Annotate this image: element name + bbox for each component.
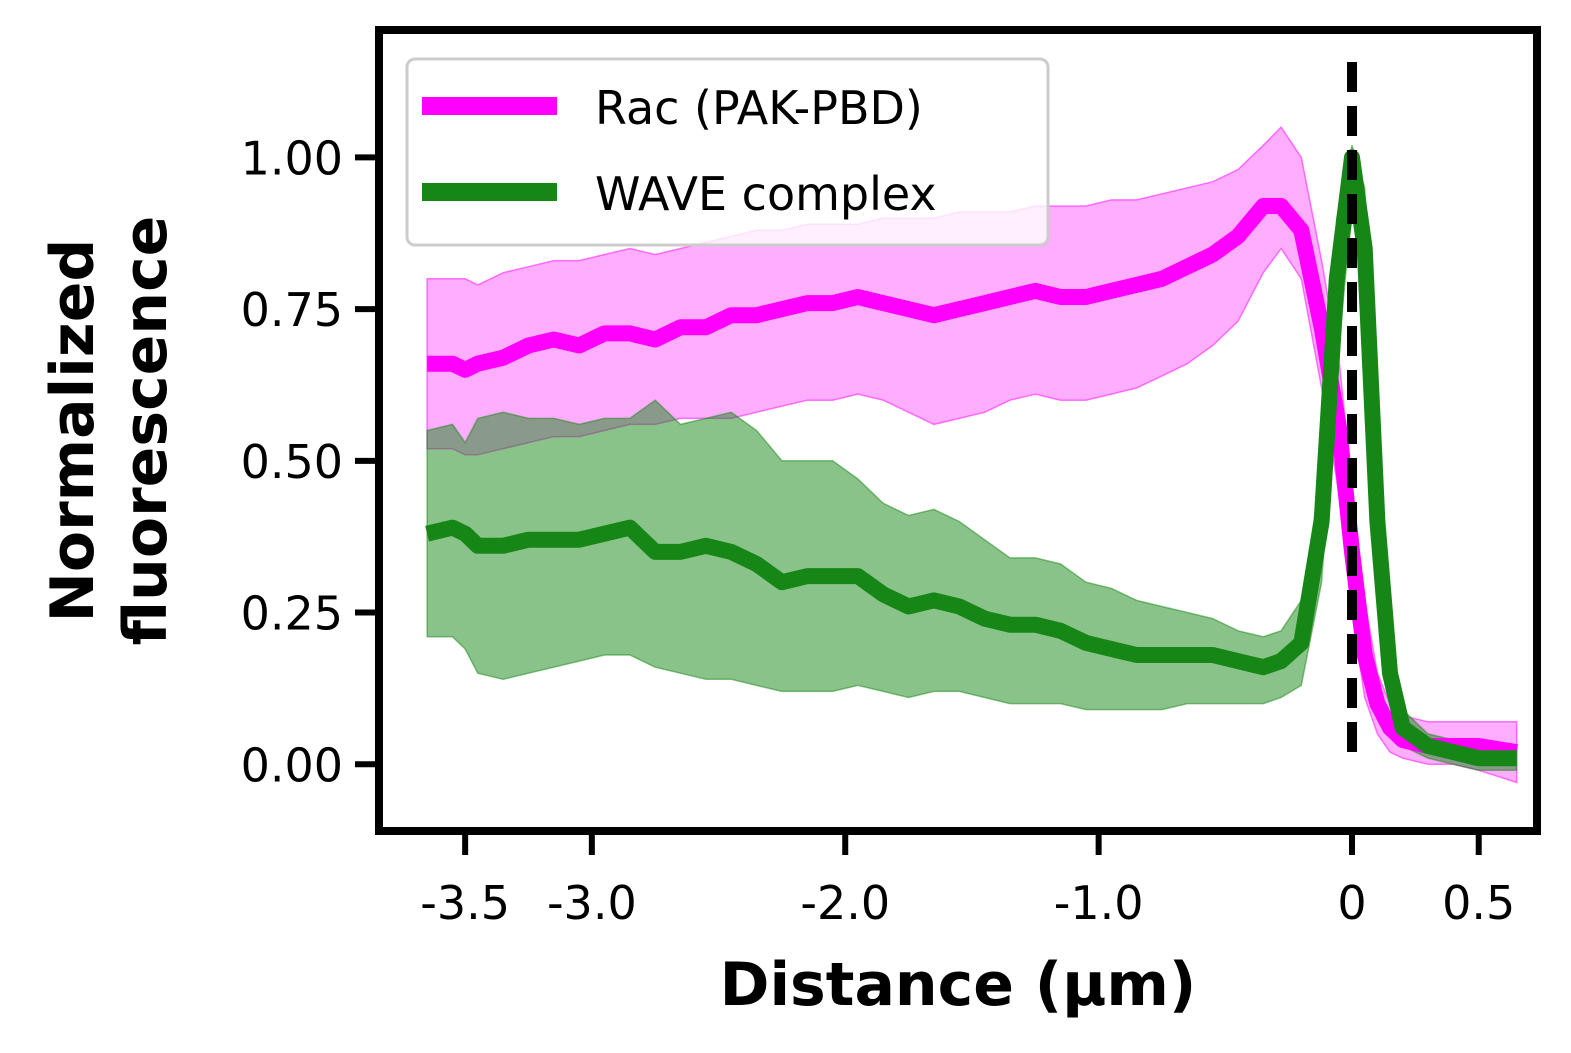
y-tick-label: 0.25: [241, 587, 343, 641]
y-axis-title: Normalized: [38, 239, 108, 623]
x-axis-title: Distance (µm): [720, 950, 1197, 1020]
y-axis-title-line-1: Normalized: [38, 239, 108, 623]
y-axis-ticks: 0.00 0.25 0.50 0.75 1.00: [241, 131, 379, 792]
x-tick-label: -3.0: [547, 876, 637, 930]
legend-label-rac: Rac (PAK-PBD): [595, 81, 923, 135]
x-tick-label: 0: [1337, 876, 1366, 930]
x-tick-label: -2.0: [800, 876, 890, 930]
x-tick-label: -3.5: [420, 876, 510, 930]
y-tick-label: 0.75: [241, 283, 343, 337]
legend: Rac (PAK-PBD) WAVE complex: [405, 57, 1050, 247]
y-tick-label: 0.50: [241, 435, 343, 489]
legend-box: [405, 57, 1050, 247]
y-axis-title-line-2: fluorescence: [111, 216, 181, 646]
y-axis-title-line-2-wrapper: fluorescence: [111, 216, 181, 646]
legend-label-wave: WAVE complex: [595, 167, 937, 221]
x-axis-ticks: -3.5 -3.0 -2.0 -1.0 0 0.5: [420, 831, 1515, 930]
x-tick-label: -1.0: [1054, 876, 1144, 930]
plot-frame: [375, 26, 1541, 835]
y-tick-label: 1.00: [241, 131, 343, 185]
x-tick-label: 0.5: [1442, 876, 1515, 930]
band-wave: [426, 145, 1518, 772]
y-tick-label: 0.00: [241, 738, 343, 792]
